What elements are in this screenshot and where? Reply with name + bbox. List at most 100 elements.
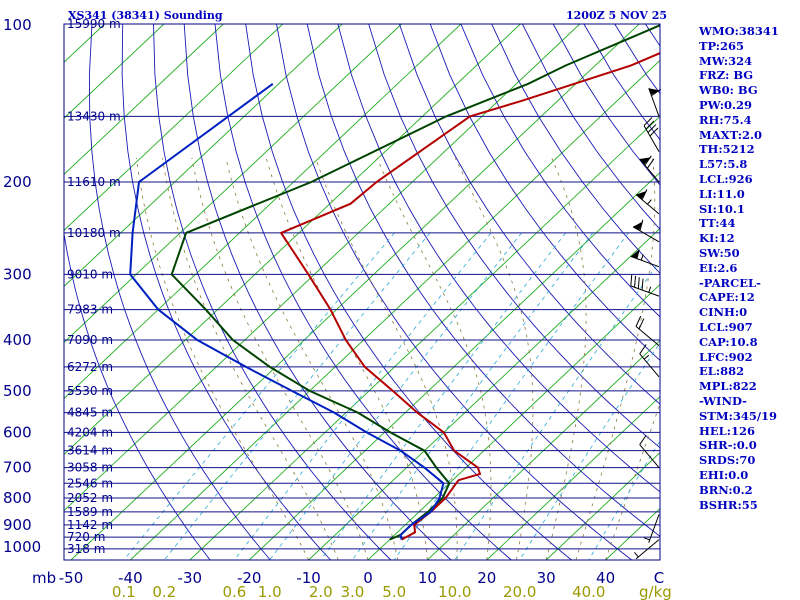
moist-adiabat xyxy=(315,157,458,560)
dry-adiabat xyxy=(153,24,392,560)
temperature-tick-label: 0 xyxy=(363,569,373,587)
index-line: LCL:907 xyxy=(699,319,753,334)
profile-parcel xyxy=(129,82,445,540)
isotherm xyxy=(70,24,640,560)
index-line: LI:11.0 xyxy=(699,186,745,201)
temperature-tick-label: 40 xyxy=(596,569,615,587)
dry-adiabat xyxy=(429,24,660,362)
pressure-tick-label: 600 xyxy=(3,423,32,441)
barb-staff xyxy=(630,255,660,268)
isotherm xyxy=(545,452,660,560)
dry-adiabat xyxy=(121,24,331,560)
barb-full xyxy=(641,278,644,291)
mixing-ratio-line xyxy=(234,232,492,560)
sounding-profiles xyxy=(129,24,660,541)
dry-adiabat xyxy=(398,24,660,405)
index-line: CAP:10.8 xyxy=(699,334,758,349)
mixing-ratio-tick-label: 40.0 xyxy=(572,583,605,600)
mixing-ratio-tick-label: 0.6 xyxy=(222,583,246,600)
mixing-ratio-tick-label: 20.0 xyxy=(503,583,536,600)
index-line: MAXT:2.0 xyxy=(699,127,762,142)
index-line: BSHR:55 xyxy=(699,497,758,512)
wind-barb xyxy=(639,344,660,378)
barb-flag xyxy=(633,221,644,231)
mixing-ratio-line xyxy=(352,232,594,560)
isotherm xyxy=(427,339,660,560)
wind-barbs xyxy=(630,88,662,560)
index-line: SHR-:0.0 xyxy=(699,438,757,453)
wind-barb xyxy=(643,117,660,152)
pressure-tick-label: 500 xyxy=(3,382,32,400)
barb-staff xyxy=(635,325,660,347)
index-line: SI:10.1 xyxy=(699,201,745,216)
pressure-unit-label: mb xyxy=(32,569,56,587)
mixing-ratio-tick-label: 10.0 xyxy=(438,583,471,600)
barb-full xyxy=(634,275,637,288)
isotherm xyxy=(64,24,165,119)
index-line: FRZ: BG xyxy=(699,68,754,83)
dry-adiabat xyxy=(368,24,660,449)
pressure-tick-label: 900 xyxy=(3,516,32,534)
index-line: EI:2.6 xyxy=(699,260,738,275)
height-label: 2546 m xyxy=(67,476,113,490)
dry-adiabat xyxy=(88,24,271,560)
barb-staff xyxy=(632,226,660,243)
moist-adiabat xyxy=(162,157,339,560)
height-label: 4204 m xyxy=(67,425,113,439)
plot-background xyxy=(64,24,660,560)
index-line: CINH:0 xyxy=(699,305,748,320)
index-line: LFC:902 xyxy=(699,349,753,364)
height-label: 6272 m xyxy=(67,360,113,374)
barb-staff xyxy=(648,514,660,543)
isotherm xyxy=(64,24,343,288)
profile-temperature xyxy=(279,52,660,541)
dry-adiabat xyxy=(245,24,572,560)
index-line: WB0: BG xyxy=(699,83,758,98)
barb-full xyxy=(651,88,662,97)
barb-flag xyxy=(636,190,647,200)
temperature-tick-label: 30 xyxy=(537,569,556,587)
height-label: 11610 m xyxy=(67,175,121,189)
barb-half xyxy=(647,199,652,205)
index-line: L57:5.8 xyxy=(699,157,748,172)
barb-full xyxy=(639,344,647,355)
height-label: 4845 m xyxy=(67,406,113,420)
barb-full xyxy=(630,274,633,286)
barb-staff xyxy=(635,539,660,560)
mixing-ratio-tick-label: 3.0 xyxy=(340,583,364,600)
barb-staff xyxy=(630,285,660,297)
index-line: PW:0.29 xyxy=(699,97,753,112)
index-line: BRN:0.2 xyxy=(699,482,753,497)
isotherm xyxy=(486,395,660,560)
pressure-tick-label: 1000 xyxy=(3,538,41,556)
dry-adiabat xyxy=(276,24,632,560)
isotherm xyxy=(189,115,660,560)
index-line: EHI:0.0 xyxy=(699,467,749,482)
moist-adiabat xyxy=(454,157,534,560)
index-line: KI:12 xyxy=(699,231,735,246)
dry-adiabat xyxy=(214,24,512,560)
barb-half xyxy=(640,254,644,261)
temperature-tick-label: -50 xyxy=(59,569,84,587)
index-line: MPL:822 xyxy=(699,379,757,394)
barb-flag xyxy=(648,88,661,95)
wind-barb xyxy=(639,434,660,468)
height-label: 1142 m xyxy=(67,518,113,532)
dry-adiabat xyxy=(460,24,660,318)
index-line: HEL:126 xyxy=(699,423,755,438)
isotherm xyxy=(64,24,224,175)
barb-staff xyxy=(639,444,660,468)
isotherm xyxy=(130,59,660,560)
mixing-ratio-line xyxy=(519,342,660,560)
height-label: 1589 m xyxy=(67,505,113,519)
wind-barb xyxy=(643,514,660,543)
isotherm xyxy=(64,24,402,344)
wind-barb xyxy=(635,315,660,347)
pressure-tick-label: 400 xyxy=(3,331,32,349)
station-title: XS341 (38341) Sounding xyxy=(68,9,223,22)
barb-full xyxy=(645,120,655,130)
mixing-ratio-line xyxy=(393,232,629,560)
barb-full xyxy=(638,318,645,330)
temperature-tick-label: 20 xyxy=(477,569,496,587)
